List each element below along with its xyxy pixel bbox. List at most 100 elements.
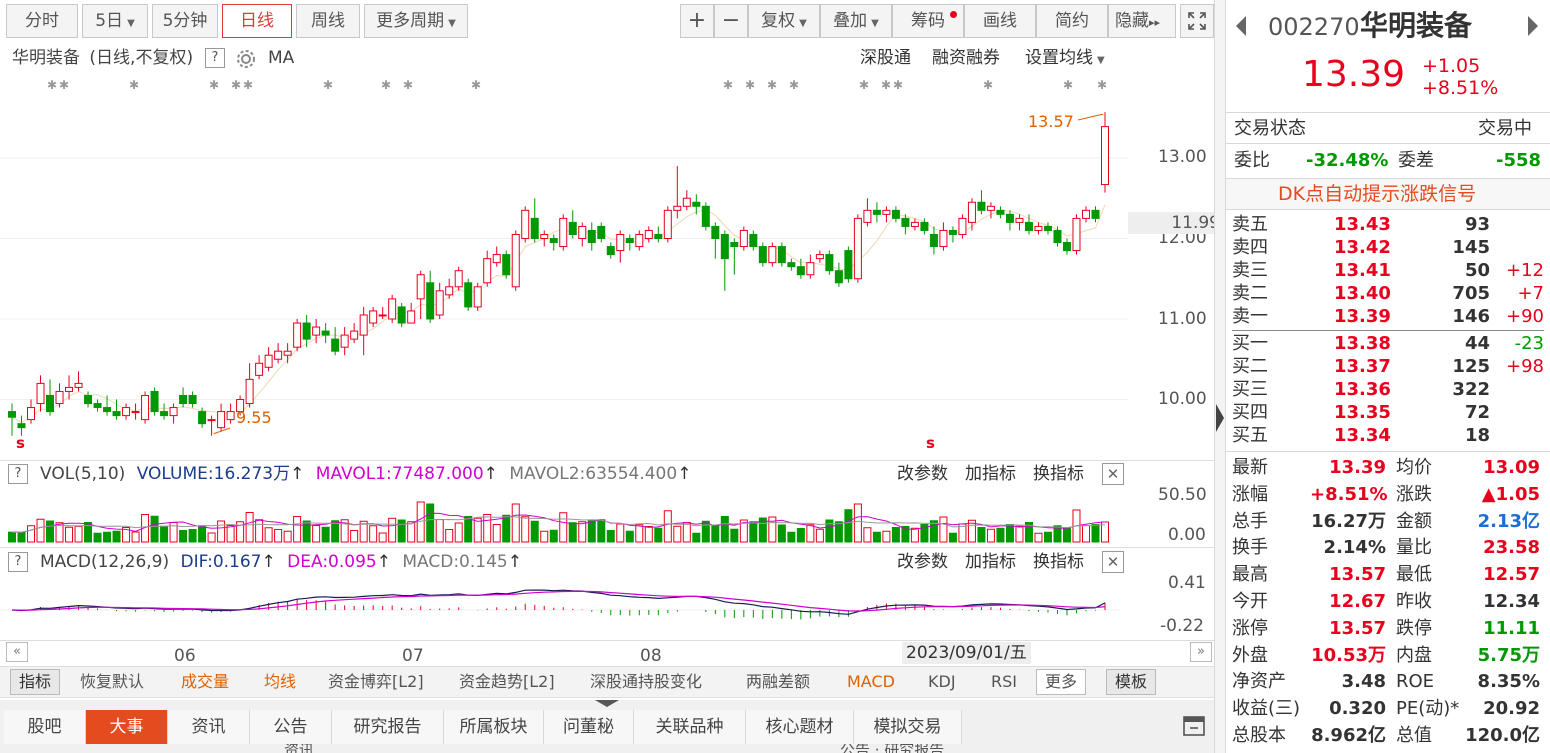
margin-trading-link[interactable]: 融资融券 — [932, 48, 1000, 68]
tab-simulated-trading[interactable]: 模拟交易 — [854, 710, 962, 744]
buy-row[interactable]: 买二 13.37 125 +98 — [1232, 356, 1544, 378]
sell-row[interactable]: 卖四 13.42 145 — [1232, 237, 1544, 259]
panel-splitter[interactable] — [1214, 0, 1226, 753]
help-button[interactable]: ? — [8, 464, 28, 484]
indicator-fund-game[interactable]: 资金博弈[L2] — [328, 672, 424, 691]
close-vol-button[interactable]: ✕ — [1102, 463, 1124, 485]
tab-weekly[interactable]: 周线 — [296, 4, 360, 38]
template-button[interactable]: 模板 — [1106, 669, 1157, 695]
volume-bar — [625, 530, 634, 543]
quote-label: 跌停 — [1396, 617, 1432, 639]
tab-events[interactable]: 大事 — [86, 710, 168, 744]
collapse-icon[interactable] — [595, 700, 619, 707]
candle-body — [27, 407, 36, 421]
tab-announcements[interactable]: 公告 — [250, 710, 332, 744]
tab-ask-secretary[interactable]: 问董秘 — [544, 710, 634, 744]
help-button[interactable]: ? — [205, 48, 225, 68]
sell-row[interactable]: 卖五 13.43 93 — [1232, 214, 1544, 236]
prev-stock-icon[interactable] — [1236, 16, 1246, 36]
sell-row[interactable]: 卖一 13.39 146 +90 — [1232, 306, 1544, 328]
volume-bar — [217, 520, 226, 543]
close-macd-button[interactable]: ✕ — [1102, 551, 1124, 573]
candlestick-chart[interactable]: ✱ ✱ ✱ ✱ ✱ ✱ ✱ ✱ ✱ ✱ ✱ ✱ ✱ ✱ ✱ ✱ ✱ ✱ ✱ ✱ — [0, 70, 1226, 460]
fullscreen-button[interactable] — [1180, 4, 1214, 38]
dk-signal-link[interactable]: DK点自动提示涨跌信号 — [1278, 183, 1477, 205]
candle-body — [350, 330, 359, 340]
quote-value: 13.09 — [1483, 457, 1540, 478]
scroll-right-button[interactable]: » — [1190, 642, 1212, 662]
fullscreen-icon — [1188, 12, 1206, 30]
tab-core-themes[interactable]: 核心题材 — [746, 710, 854, 744]
volume-bar — [378, 532, 387, 543]
gear-icon[interactable] — [235, 48, 257, 70]
candle-body — [701, 205, 710, 227]
candle-body — [929, 233, 938, 248]
event-star-icon: ✱ — [59, 78, 69, 92]
edit-params-button[interactable]: 改参数 — [897, 552, 948, 572]
tab-guba[interactable]: 股吧 — [4, 710, 86, 744]
event-star-icon: ✱ — [983, 78, 993, 92]
tab-related[interactable]: 关联品种 — [634, 710, 746, 744]
draw-line-button[interactable]: 画线 — [964, 4, 1036, 38]
tab-news[interactable]: 资讯 — [168, 710, 250, 744]
buy-price: 13.37 — [1334, 356, 1391, 377]
help-button[interactable]: ? — [8, 552, 28, 572]
scroll-left-button[interactable]: « — [6, 642, 28, 662]
indicator-rsi[interactable]: RSI — [991, 672, 1017, 691]
indicator-margin-diff[interactable]: 两融差额 — [746, 672, 811, 691]
low-price-label: 9.55 — [236, 408, 272, 427]
chips-button[interactable]: 筹码 — [892, 4, 964, 38]
candle-body — [682, 197, 691, 207]
set-ma-link[interactable]: 设置均线 ▼ — [1025, 46, 1105, 73]
indicator-menu-button[interactable]: 指标 — [10, 669, 61, 695]
switch-indicator-button[interactable]: 换指标 — [1033, 552, 1084, 572]
indicator-ma[interactable]: 均线 — [264, 672, 297, 691]
macd-header: MACD(12,26,9) DIF:0.167↑ DEA:0.095↑ MACD… — [40, 550, 522, 574]
buy-row[interactable]: 买一 13.38 44 -23 — [1232, 333, 1544, 355]
collapse-panel-icon[interactable] — [1216, 404, 1224, 432]
tab-more-periods[interactable]: 更多周期 ▼ — [364, 4, 468, 38]
indicator-sz-holding[interactable]: 深股通持股变化 — [590, 672, 703, 691]
buy-row[interactable]: 买四 13.35 72 — [1232, 402, 1544, 424]
tab-daily[interactable]: 日线 — [222, 4, 292, 38]
window-icon[interactable] — [1182, 714, 1206, 738]
volume-bar — [492, 524, 501, 543]
tab-sectors[interactable]: 所属板块 — [444, 710, 544, 744]
volume-bar — [948, 532, 957, 543]
tab-5day[interactable]: 5日 ▼ — [82, 4, 148, 38]
edit-params-button[interactable]: 改参数 — [897, 464, 948, 484]
simple-button[interactable]: 简约 — [1036, 4, 1108, 38]
sz-connect-link[interactable]: 深股通 — [860, 48, 911, 68]
overlay-button[interactable]: 叠加 ▼ — [820, 4, 892, 38]
tab-timeshare[interactable]: 分时 — [6, 4, 78, 38]
candle-body — [958, 217, 967, 235]
candle-body — [179, 394, 188, 405]
indicator-volume[interactable]: 成交量 — [181, 672, 230, 691]
reset-default-button[interactable]: 恢复默认 — [80, 672, 145, 691]
add-indicator-button[interactable]: 加指标 — [965, 464, 1016, 484]
tab-5min[interactable]: 5分钟 — [152, 4, 218, 38]
volume-bar — [768, 516, 777, 543]
zoom-in-button[interactable]: + — [680, 4, 714, 38]
sell-row[interactable]: 卖二 13.40 705 +7 — [1232, 283, 1544, 305]
next-stock-icon[interactable] — [1528, 16, 1538, 36]
indicator-kdj[interactable]: KDJ — [928, 672, 956, 691]
sell-row[interactable]: 卖三 13.41 50 +12 — [1232, 260, 1544, 282]
volume-chart[interactable] — [0, 488, 1120, 546]
zoom-out-button[interactable]: − — [714, 4, 748, 38]
switch-indicator-button[interactable]: 换指标 — [1033, 464, 1084, 484]
buy-change: +98 — [1506, 356, 1544, 377]
indicator-macd[interactable]: MACD — [847, 672, 895, 691]
add-indicator-button[interactable]: 加指标 — [965, 552, 1016, 572]
tab-research[interactable]: 研究报告 — [332, 710, 444, 744]
quote-value: 3.48 — [1341, 671, 1386, 693]
more-indicators-button[interactable]: 更多 — [1036, 669, 1087, 695]
buy-row[interactable]: 买三 13.36 322 — [1232, 379, 1544, 401]
indicator-fund-trend[interactable]: 资金趋势[L2] — [459, 672, 555, 691]
buy-row[interactable]: 买五 13.34 18 — [1232, 425, 1544, 447]
hide-button[interactable]: 隐藏▸▸ — [1108, 4, 1176, 38]
restore-rights-button[interactable]: 复权 ▼ — [748, 4, 820, 38]
sell-volume: 93 — [1464, 214, 1490, 235]
volume-bar — [891, 527, 900, 543]
macd-chart[interactable] — [0, 576, 1120, 638]
